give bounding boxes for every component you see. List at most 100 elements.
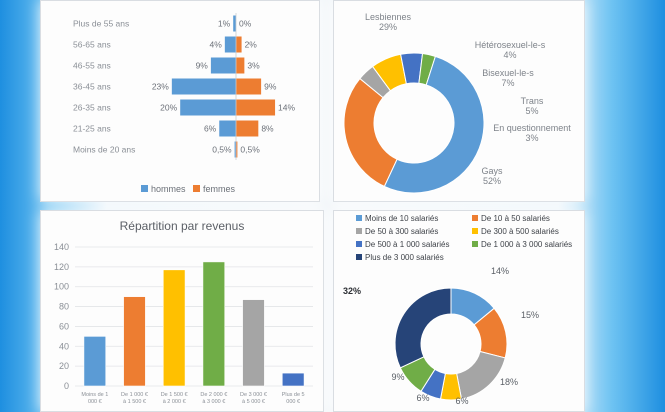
age-label-46-55-ans: 46-55 ans (73, 61, 111, 71)
orientation-name-bisexuel-le-s: Bisexuel-le-s (482, 68, 534, 78)
company-value-moins-de-10-salaries: 14% (491, 266, 509, 276)
company-value-de-500-a-1-000-salaries: 6% (416, 393, 429, 403)
label-femmes-26-35-ans: 14% (278, 103, 295, 113)
y-tick-100: 100 (54, 282, 69, 292)
label-femmes-36-45-ans: 9% (264, 82, 277, 92)
company-value-plus-de-3-000-salaries: 32% (343, 286, 361, 296)
label-hommes-36-45-ans: 23% (152, 82, 169, 92)
x-tick-6: Plus de 5 000 € (282, 392, 305, 405)
bar-femmes-moins-de-20-ans (236, 141, 238, 158)
label-hommes-46-55-ans: 9% (196, 61, 209, 71)
bar-femmes-21-25-ans (236, 120, 259, 137)
income-bar-panel: Répartition par revenus 0 20 40 60 80 100 120 14… (40, 210, 324, 412)
x-tick-1: Moins de 1 000 € (81, 392, 108, 405)
age-label-moins-de-20-ans: Moins de 20 ans (73, 145, 135, 155)
y-tick-140: 140 (54, 242, 69, 252)
legend-swatch-plus-de-3-000-salaries (356, 254, 362, 260)
orientation-name-gays: Gays (481, 166, 503, 176)
legend-label-plus-de-3-000-salaries: Plus de 3 000 salariés (365, 253, 444, 262)
bar-hommes-36-45-ans (171, 78, 236, 95)
income-bar-chart: Répartition par revenus 0 20 40 60 80 100 120 14… (54, 219, 313, 405)
orientation-slice-lesbiennes (343, 77, 398, 188)
bar-hommes-plus-de-55-ans (233, 15, 236, 32)
legend-label-de-1-000-a-3-000-salaries: De 1 000 à 3 000 salariés (481, 240, 572, 249)
orientation-donut-panel: Lesbiennes 29% Hétérosexuel-le-s 4% Bisexuel… (333, 0, 585, 202)
orientation-slice-gays (383, 55, 485, 194)
x-tick-5: De 3 000 € à 5 000 € (240, 392, 267, 405)
legend-label-de-10-a-50-salaries: De 10 à 50 salariés (481, 214, 550, 223)
label-femmes-46-55-ans: 3% (247, 61, 260, 71)
y-tick-80: 80 (59, 302, 69, 312)
legend-swatch-hommes (141, 185, 148, 192)
bar-hommes-moins-de-20-ans (234, 141, 236, 158)
income-bar-6 (281, 372, 305, 387)
legend-swatch-de-50-a-300-salaries (356, 228, 362, 234)
age-pyramid-chart: Plus de 55 ans 1% 0% 56-65 ans 4% 2% 46-55 ans… (73, 13, 296, 194)
label-hommes-plus-de-55-ans: 1% (218, 19, 231, 29)
legend-label-moins-de-10-salaries: Moins de 10 salariés (365, 214, 438, 223)
y-tick-0: 0 (64, 381, 69, 391)
label-femmes-plus-de-55-ans: 0% (239, 19, 252, 29)
orientation-value-heterosexuel-le-s: 4% (503, 50, 516, 60)
bar-hommes-26-35-ans (180, 99, 236, 116)
x-tick-4: De 2 000 € à 3 000 € (200, 392, 227, 405)
legend-swatch-de-10-a-50-salaries (472, 215, 478, 221)
company-value-de-10-a-50-salaries: 15% (521, 310, 539, 320)
orientation-name-heterosexuel-le-s: Hétérosexuel-le-s (475, 40, 546, 50)
bar-femmes-36-45-ans (236, 78, 262, 95)
y-tick-60: 60 (59, 321, 69, 331)
income-bar-1 (83, 336, 107, 387)
bar-femmes-26-35-ans (236, 99, 276, 116)
age-label-36-45-ans: 36-45 ans (73, 82, 111, 92)
legend-swatch-moins-de-10-salaries (356, 215, 362, 221)
label-hommes-26-35-ans: 20% (160, 103, 177, 113)
income-bar-4 (202, 261, 226, 387)
company-value-de-1-000-a-3-000-salaries: 9% (391, 372, 404, 382)
label-hommes-moins-de-20-ans: 0,5% (212, 145, 232, 155)
company-size-donut-panel: Moins de 10 salariés De 10 à 50 salariés D… (333, 210, 585, 412)
age-label-plus-de-55-ans: Plus de 55 ans (73, 19, 129, 29)
income-bar-2 (123, 296, 146, 387)
bar-hommes-56-65-ans (224, 36, 236, 53)
label-femmes-56-65-ans: 2% (245, 40, 258, 50)
legend-swatch-de-500-a-1-000-salaries (356, 241, 362, 247)
company-size-donut-chart: Moins de 10 salariés De 10 à 50 salariés D… (343, 214, 572, 406)
bar-femmes-46-55-ans (236, 57, 245, 74)
orientation-value-lesbiennes: 29% (379, 22, 397, 32)
legend-label-de-50-a-300-salaries: De 50 à 300 salariés (365, 227, 438, 236)
y-tick-40: 40 (59, 341, 69, 351)
legend-label-de-500-a-1-000-salaries: De 500 à 1 000 salariés (365, 240, 450, 249)
company-value-de-300-a-500-salaries: 6% (455, 396, 468, 406)
y-tick-20: 20 (59, 361, 69, 371)
orientation-name-trans: Trans (521, 96, 544, 106)
age-label-56-65-ans: 56-65 ans (73, 40, 111, 50)
income-bar-3 (162, 269, 186, 387)
age-label-21-25-ans: 21-25 ans (73, 124, 111, 134)
y-tick-120: 120 (54, 262, 69, 272)
age-pyramid-panel: Plus de 55 ans 1% 0% 56-65 ans 4% 2% 46-55 ans… (40, 0, 320, 202)
legend-swatch-de-300-a-500-salaries (472, 228, 478, 234)
label-hommes-56-65-ans: 4% (210, 40, 223, 50)
legend-swatch-femmes (193, 185, 200, 192)
bar-hommes-21-25-ans (219, 120, 236, 137)
x-tick-3: De 1 500 € à 2 000 € (161, 392, 188, 405)
label-femmes-21-25-ans: 8% (261, 124, 274, 134)
legend-label-hommes: hommes (151, 184, 186, 194)
company-slice-plus-de-3-000-salaries (394, 287, 452, 369)
orientation-value-en-questionnement: 3% (525, 133, 538, 143)
orientation-name-en-questionnement: En questionnement (493, 123, 571, 133)
legend-label-de-300-a-500-salaries: De 300 à 500 salariés (481, 227, 559, 236)
bar-femmes-56-65-ans (236, 36, 242, 53)
orientation-name-lesbiennes: Lesbiennes (365, 12, 412, 22)
age-label-26-35-ans: 26-35 ans (73, 103, 111, 113)
orientation-value-gays: 52% (483, 176, 501, 186)
income-bar-5 (242, 299, 265, 387)
bar-hommes-46-55-ans (210, 57, 236, 74)
label-hommes-21-25-ans: 6% (204, 124, 217, 134)
legend-label-femmes: femmes (203, 184, 236, 194)
company-slice-de-50-a-300-salaries (456, 350, 506, 400)
orientation-value-bisexuel-le-s: 7% (501, 78, 514, 88)
orientation-value-trans: 5% (525, 106, 538, 116)
company-value-de-50-a-300-salaries: 18% (500, 377, 518, 387)
